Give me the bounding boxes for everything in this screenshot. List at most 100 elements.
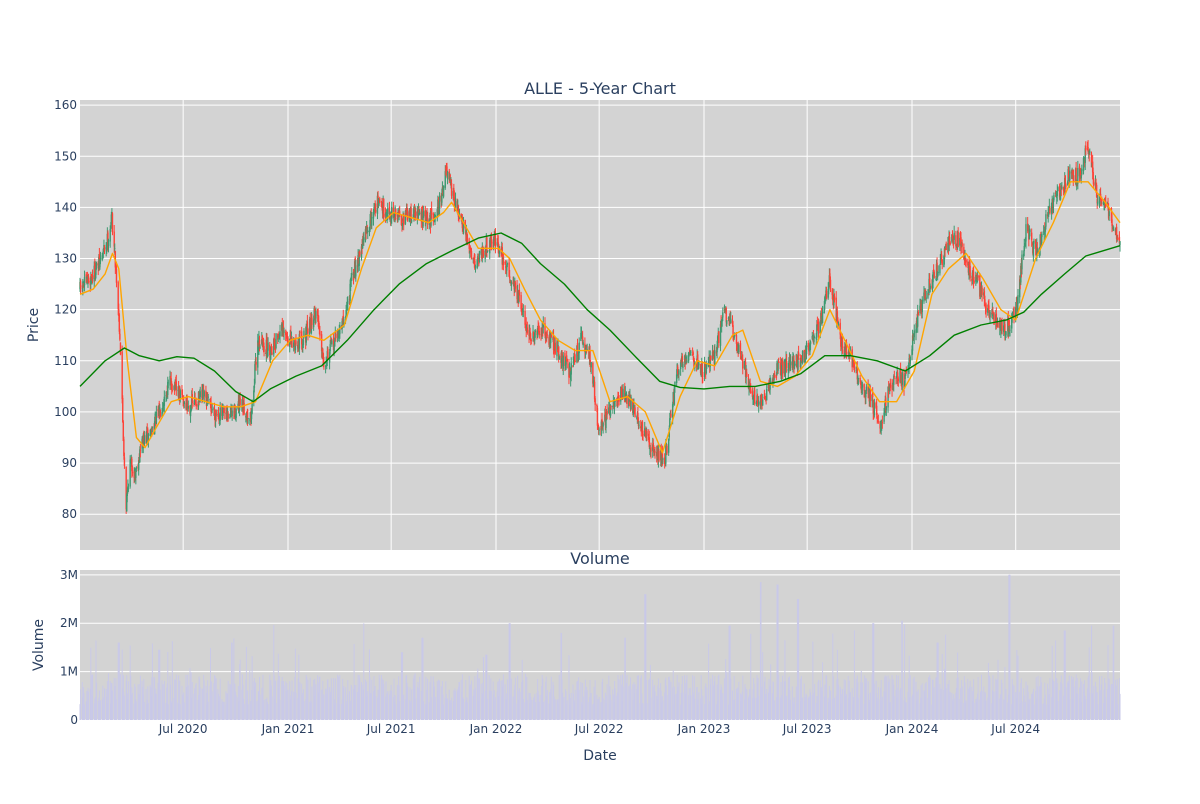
candle-body bbox=[544, 323, 546, 336]
volume-bar bbox=[1097, 704, 1099, 720]
volume-bar bbox=[751, 698, 753, 720]
volume-bar bbox=[402, 652, 404, 720]
candle-body bbox=[628, 394, 630, 407]
volume-bar bbox=[319, 676, 321, 720]
volume-bar bbox=[314, 690, 316, 720]
volume-bar bbox=[362, 697, 364, 720]
candle-body bbox=[524, 311, 526, 325]
candle-body bbox=[271, 352, 273, 355]
candle-body bbox=[509, 279, 511, 281]
volume-bar bbox=[646, 703, 648, 720]
volume-bar bbox=[1020, 678, 1022, 720]
candle-body bbox=[981, 287, 983, 295]
candle-body bbox=[1083, 158, 1085, 161]
volume-bar bbox=[769, 685, 771, 720]
volume-bar bbox=[656, 695, 658, 720]
volume-bar bbox=[630, 689, 632, 720]
volume-bar bbox=[179, 680, 181, 720]
volume-bar bbox=[806, 694, 808, 720]
volume-bar bbox=[161, 680, 163, 720]
volume-bar bbox=[733, 699, 735, 720]
volume-bar bbox=[889, 678, 891, 720]
volume-bar bbox=[836, 649, 838, 720]
volume-bar bbox=[780, 681, 782, 720]
volume-bar bbox=[273, 625, 275, 720]
candle-body bbox=[714, 350, 716, 367]
candle-body bbox=[562, 355, 564, 369]
volume-bar bbox=[872, 623, 874, 720]
volume-bar bbox=[837, 678, 839, 720]
candle-body bbox=[1034, 239, 1037, 249]
volume-bar bbox=[682, 692, 684, 720]
candle-body bbox=[262, 338, 265, 349]
volume-bar bbox=[82, 697, 84, 720]
candle-body bbox=[1030, 232, 1033, 241]
volume-bar bbox=[640, 675, 642, 720]
candle-body bbox=[973, 280, 975, 283]
volume-bar bbox=[278, 676, 280, 720]
candle-body bbox=[697, 365, 700, 370]
volume-bar bbox=[171, 701, 173, 720]
volume-bar bbox=[786, 695, 788, 720]
candle-body bbox=[469, 249, 472, 251]
volume-bar bbox=[568, 655, 570, 720]
candle-body bbox=[1026, 223, 1029, 232]
volume-bar bbox=[759, 582, 761, 720]
volume-bar bbox=[913, 686, 915, 720]
candle-body bbox=[893, 375, 896, 377]
candle-body bbox=[131, 458, 133, 472]
volume-bar bbox=[939, 683, 941, 720]
volume-bar bbox=[537, 679, 539, 720]
volume-bar bbox=[281, 681, 283, 720]
candle-body bbox=[576, 343, 579, 354]
candle-body bbox=[1106, 202, 1109, 205]
volume-bar bbox=[145, 688, 147, 720]
volume-bar bbox=[1023, 688, 1025, 720]
volume-bar bbox=[342, 678, 344, 720]
candle-body bbox=[554, 342, 556, 354]
volume-bar bbox=[622, 686, 624, 720]
volume-bar bbox=[138, 693, 140, 720]
volume-bar bbox=[1116, 698, 1118, 720]
volume-bar bbox=[1027, 691, 1029, 720]
candle-body bbox=[891, 384, 893, 390]
candle-body bbox=[476, 259, 478, 269]
candle-body bbox=[223, 407, 225, 414]
volume-bar bbox=[1068, 675, 1070, 720]
volume-bar bbox=[904, 697, 906, 720]
volume-bar bbox=[1075, 680, 1077, 720]
candle-body bbox=[504, 262, 506, 264]
candle-body bbox=[803, 349, 805, 363]
candle-body bbox=[1008, 326, 1011, 329]
candle-body bbox=[326, 360, 328, 365]
candle-body bbox=[777, 361, 780, 363]
volume-bar bbox=[598, 700, 600, 720]
volume-bar bbox=[286, 700, 288, 720]
volume-bar bbox=[1071, 699, 1073, 720]
volume-bar bbox=[1104, 678, 1106, 720]
candle-body bbox=[637, 412, 639, 422]
volume-bar bbox=[685, 683, 687, 720]
price-chart-title: ALLE - 5-Year Chart bbox=[524, 79, 676, 98]
candle-body bbox=[1098, 195, 1101, 203]
volume-bar bbox=[530, 696, 532, 720]
volume-bar bbox=[778, 675, 780, 720]
candle-body bbox=[703, 361, 706, 378]
volume-bar bbox=[282, 681, 284, 720]
volume-bar bbox=[1077, 693, 1079, 720]
candle-body bbox=[820, 313, 823, 323]
volume-bar bbox=[534, 701, 536, 720]
volume-bar bbox=[650, 697, 652, 720]
volume-bar bbox=[131, 687, 133, 720]
volume-bar bbox=[828, 685, 830, 720]
volume-bar bbox=[447, 698, 449, 720]
volume-bar bbox=[1089, 692, 1091, 720]
volume-bar bbox=[678, 682, 680, 720]
candle-body bbox=[210, 403, 212, 412]
volume-bar bbox=[779, 697, 781, 720]
candle-body bbox=[402, 215, 405, 225]
volume-bar bbox=[458, 682, 460, 720]
candle-body bbox=[453, 197, 456, 207]
volume-bar bbox=[486, 698, 488, 720]
candle-body bbox=[849, 352, 851, 356]
